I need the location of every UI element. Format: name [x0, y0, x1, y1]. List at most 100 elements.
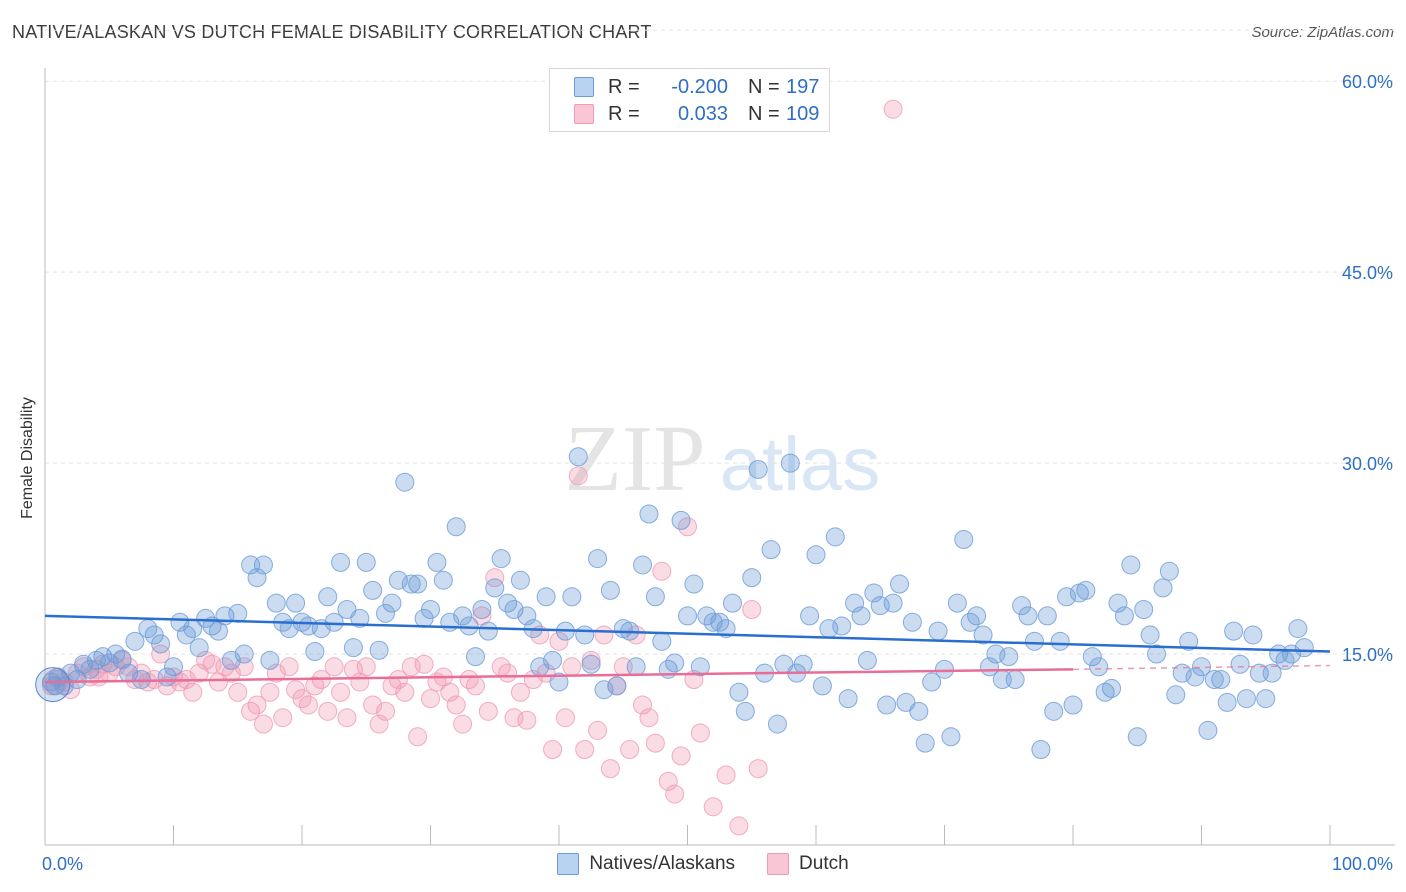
natives-point [388, 570, 408, 590]
natives-point [376, 603, 396, 623]
dutch-point [408, 727, 428, 747]
dutch-point [742, 599, 762, 619]
y-tick-label: 15.0% [1342, 645, 1393, 665]
natives-point [350, 608, 370, 628]
natives-point [999, 647, 1019, 667]
dutch-point [729, 816, 749, 836]
natives-point [151, 634, 171, 654]
natives-point [395, 472, 415, 492]
natives-point [748, 459, 768, 479]
dutch-point [658, 771, 678, 791]
natives-point [472, 599, 492, 619]
natives-point [665, 653, 685, 673]
natives-point [1057, 587, 1077, 607]
natives-point [575, 625, 595, 645]
natives-point [568, 447, 588, 467]
dutch-point [376, 701, 396, 721]
natives-point [1172, 663, 1192, 683]
natives-point [1166, 685, 1186, 705]
x-tick-label: 0.0% [42, 854, 83, 874]
natives-point [510, 570, 530, 590]
natives-point [485, 578, 505, 598]
natives-point [1236, 689, 1256, 709]
natives-point [1243, 625, 1263, 645]
natives-point [1031, 740, 1051, 760]
natives-point [581, 654, 601, 674]
dutch-point [703, 797, 723, 817]
natives-point [812, 676, 832, 696]
natives-point [459, 616, 479, 636]
legend-r-label: R = [608, 75, 640, 98]
watermark: ZIP atlas [565, 407, 881, 511]
legend-row-dutch: R = 0.033 N = 109 [574, 102, 819, 126]
natives-point [74, 654, 94, 674]
legend-n-label: N = [748, 102, 780, 125]
natives-point [671, 510, 691, 530]
dutch-point [273, 708, 293, 728]
natives-point [973, 625, 993, 645]
dutch-point [620, 740, 640, 760]
natives-point [491, 549, 511, 569]
dutch-point [356, 657, 376, 677]
natives-point [1024, 631, 1044, 651]
dutch-point [369, 714, 389, 734]
natives-point [742, 568, 762, 588]
natives-point [1050, 631, 1070, 651]
natives-point [266, 593, 286, 613]
series-legend-natives[interactable]: Natives/Alaskans [557, 853, 735, 875]
natives-point [1294, 638, 1314, 658]
natives-point [1063, 695, 1083, 715]
natives-point [318, 587, 338, 607]
natives-point [1005, 670, 1025, 690]
legend-r-value-natives: -0.200 [671, 75, 728, 98]
series-label-dutch: Dutch [799, 853, 849, 874]
natives-point [125, 631, 145, 651]
natives-point [941, 727, 961, 747]
dutch-point [337, 708, 357, 728]
dutch-point [748, 759, 768, 779]
dutch-point [549, 631, 569, 651]
natives-point [600, 580, 620, 600]
dutch-point [465, 676, 485, 696]
dutch-point [645, 733, 665, 753]
natives-point [1089, 657, 1109, 677]
series-legend: Natives/Alaskans Dutch [0, 852, 1406, 876]
dutch-point [183, 682, 203, 702]
natives-point [234, 644, 254, 664]
natives-trend-line [44, 614, 1331, 653]
natives-point [112, 649, 132, 669]
natives-point [35, 667, 71, 703]
natives-point [857, 650, 877, 670]
natives-point [549, 672, 569, 692]
natives-point [305, 642, 325, 662]
series-label-natives: Natives/Alaskans [589, 853, 736, 874]
dutch-point [331, 682, 351, 702]
natives-point [639, 504, 659, 524]
dutch-point [600, 759, 620, 779]
dutch-point [517, 710, 537, 730]
chart-title: NATIVE/ALASKAN VS DUTCH FEMALE DISABILIT… [12, 22, 652, 42]
dutch-point [562, 657, 582, 677]
natives-point [690, 657, 710, 677]
natives-point [465, 647, 485, 667]
natives-point [684, 574, 704, 594]
natives-point [633, 555, 653, 575]
natives-point [1147, 644, 1167, 664]
natives-point [1108, 593, 1128, 613]
natives-point [1082, 647, 1102, 667]
natives-point [626, 657, 646, 677]
series-swatch-natives [557, 853, 580, 875]
natives-point [909, 701, 929, 721]
natives-point [1256, 689, 1276, 709]
natives-point [832, 616, 852, 636]
natives-point [877, 695, 897, 715]
natives-point [806, 545, 826, 565]
series-legend-dutch[interactable]: Dutch [767, 853, 849, 875]
natives-point [767, 714, 787, 734]
dutch-point [440, 682, 460, 702]
dutch-trend-extension [1072, 664, 1331, 671]
natives-point [722, 593, 742, 613]
natives-point [1211, 670, 1231, 690]
dutch-point [485, 568, 505, 588]
natives-point [1044, 701, 1064, 721]
